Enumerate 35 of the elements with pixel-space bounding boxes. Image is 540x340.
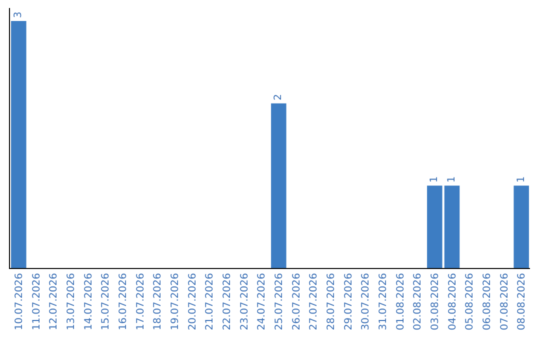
x-tick-label: 16.07.2026 <box>118 273 129 330</box>
x-tick-label: 12.07.2026 <box>48 273 60 330</box>
x-tick-label: 26.07.2026 <box>291 273 302 330</box>
x-tick-label: 04.08.2026 <box>447 273 458 330</box>
x-tick-label: 02.08.2026 <box>412 273 424 330</box>
x-tick-label: 03.08.2026 <box>430 273 441 330</box>
x-tick-label: 21.07.2026 <box>204 273 216 330</box>
x-tick-label: 10.07.2026 <box>14 273 25 330</box>
x-tick-label: 14.07.2026 <box>83 273 94 330</box>
x-tick-label: 13.07.2026 <box>66 273 77 330</box>
x-tick-label: 06.08.2026 <box>482 273 493 330</box>
x-tick-label: 05.08.2026 <box>464 273 476 330</box>
data-label: 1 <box>516 176 527 183</box>
x-tick-label: 29.07.2026 <box>343 273 354 330</box>
data-label: 1 <box>429 176 440 183</box>
x-tick-label: 27.07.2026 <box>308 273 320 330</box>
x-tick-label: 20.07.2026 <box>187 273 198 330</box>
x-tick-label: 31.07.2026 <box>378 273 389 330</box>
x-tick-label: 15.07.2026 <box>100 273 112 330</box>
x-tick-label: 01.08.2026 <box>395 273 406 330</box>
x-tick-label: 18.07.2026 <box>152 273 164 330</box>
x-tick-label: 19.07.2026 <box>170 273 181 330</box>
x-tick-label: 07.08.2026 <box>499 273 510 330</box>
x-tick-label: 08.08.2026 <box>516 273 528 330</box>
x-tick-label: 17.07.2026 <box>135 273 146 330</box>
data-label: 3 <box>13 12 24 18</box>
x-tick-label: 28.07.2026 <box>326 273 337 330</box>
x-tick-label: 24.07.2026 <box>256 273 268 330</box>
x-tick-label: 25.07.2026 <box>274 273 285 330</box>
data-label: 1 <box>446 176 458 183</box>
x-tick-label: 30.07.2026 <box>360 273 372 330</box>
x-tick-label: 23.07.2026 <box>239 273 250 330</box>
x-tick-label: 22.07.2026 <box>222 273 233 330</box>
data-label: 2 <box>273 94 284 100</box>
x-tick-label: 11.07.2026 <box>31 273 42 330</box>
